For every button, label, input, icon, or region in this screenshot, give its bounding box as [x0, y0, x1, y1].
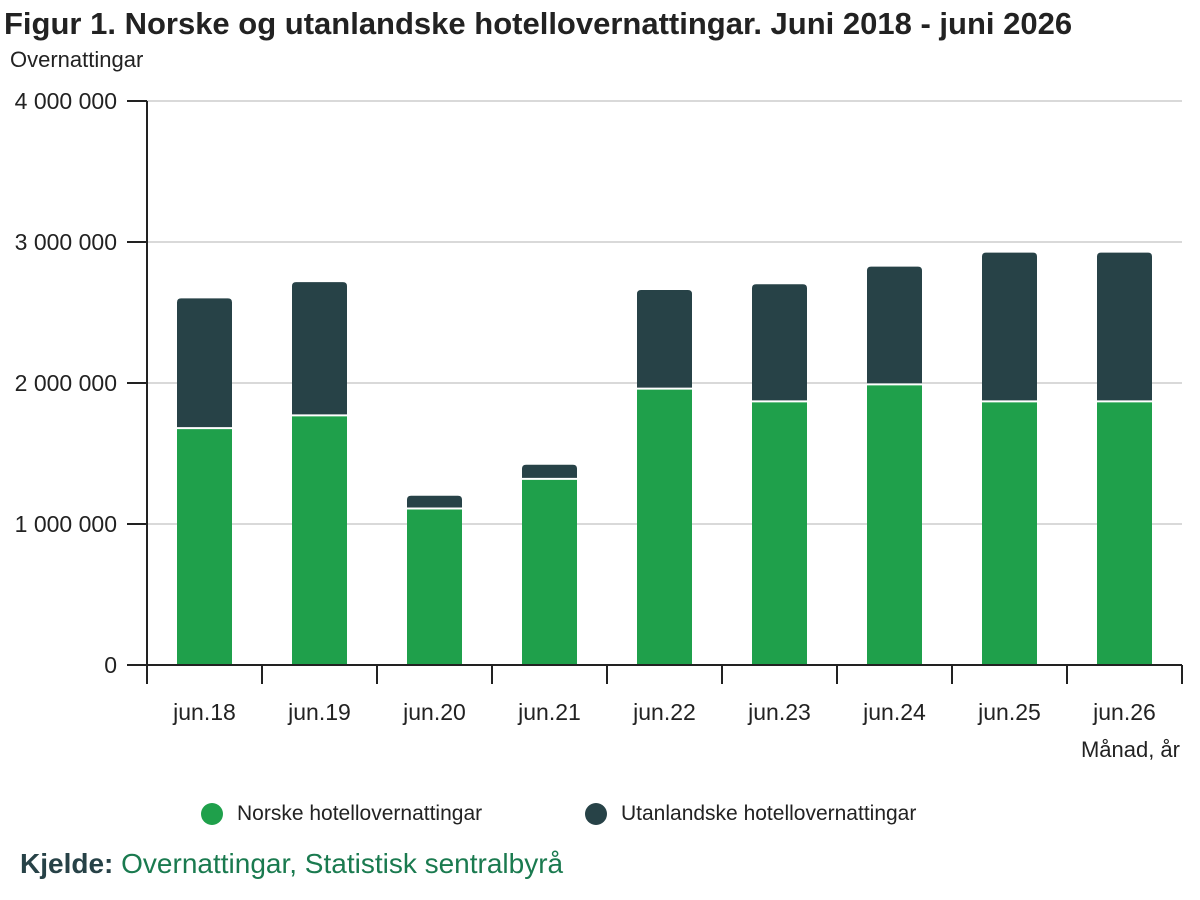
- bar-segment-norske: [407, 508, 462, 665]
- bar-segment-norske: [982, 401, 1037, 665]
- source-link[interactable]: Overnattingar, Statistisk sentralbyrå: [121, 848, 564, 879]
- x-tick-label: jun.24: [862, 699, 926, 725]
- legend: Norske hotellovernattingar Utanlandske h…: [0, 798, 1200, 830]
- bar-segment-utanlandske: [1097, 252, 1152, 402]
- bar-segment-norske: [637, 388, 692, 665]
- bar-segment-utanlandske: [752, 284, 807, 402]
- legend-dot-norske-icon: [201, 803, 223, 825]
- x-tick-label: jun.23: [747, 699, 811, 725]
- bar-segment-utanlandske: [637, 289, 692, 389]
- bar-segment-norske: [177, 428, 232, 665]
- legend-dot-utanlandske-icon: [585, 803, 607, 825]
- bar-segment-norske: [292, 415, 347, 665]
- x-tick-label: jun.22: [632, 699, 696, 725]
- x-tick-label: jun.19: [287, 699, 351, 725]
- chart-title: Figur 1. Norske og utanlandske hotellove…: [4, 6, 1073, 41]
- y-tick-label: 2 000 000: [15, 370, 117, 396]
- x-tick-label: jun.25: [977, 699, 1041, 725]
- bar-segment-utanlandske: [407, 495, 462, 509]
- x-axis-label: Månad, år: [1081, 737, 1180, 762]
- source-label: Kjelde:: [20, 848, 114, 879]
- y-tick-label: 3 000 000: [15, 229, 117, 255]
- y-tick-label: 4 000 000: [15, 88, 117, 114]
- bar-segment-utanlandske: [867, 266, 922, 385]
- bar-segment-norske: [867, 384, 922, 665]
- y-axis-label: Overnattingar: [10, 47, 144, 72]
- x-tick-label: jun.21: [517, 699, 581, 725]
- x-tick-label: jun.20: [402, 699, 466, 725]
- legend-label-norske: Norske hotellovernattingar: [237, 802, 483, 825]
- bar-segment-utanlandske: [177, 298, 232, 429]
- x-tick-label: jun.26: [1092, 699, 1156, 725]
- stacked-bar-chart: 0 1 000 000 2 000 000 3 000 000 4 000 000 jun…: [15, 88, 1183, 762]
- legend-item-utanlandske[interactable]: Utanlandske hotellovernattingar: [585, 798, 916, 830]
- legend-item-norske[interactable]: Norske hotellovernattingar: [201, 798, 482, 830]
- bars: [177, 252, 1152, 665]
- x-tick-label: jun.18: [172, 699, 236, 725]
- y-tick-label: 0: [104, 652, 117, 678]
- legend-label-utanlandske: Utanlandske hotellovernattingar: [621, 802, 917, 825]
- axes: 0 1 000 000 2 000 000 3 000 000 4 000 000 jun…: [15, 88, 1183, 725]
- bar-segment-utanlandske: [292, 282, 347, 416]
- bar-segment-norske: [752, 401, 807, 665]
- bar-segment-utanlandske: [982, 252, 1037, 402]
- source-line: Kjelde: Overnattingar, Statistisk sentra…: [20, 848, 563, 880]
- bar-segment-norske: [522, 478, 577, 665]
- y-tick-label: 1 000 000: [15, 511, 117, 537]
- bar-segment-utanlandske: [522, 464, 577, 479]
- bar-segment-norske: [1097, 401, 1152, 665]
